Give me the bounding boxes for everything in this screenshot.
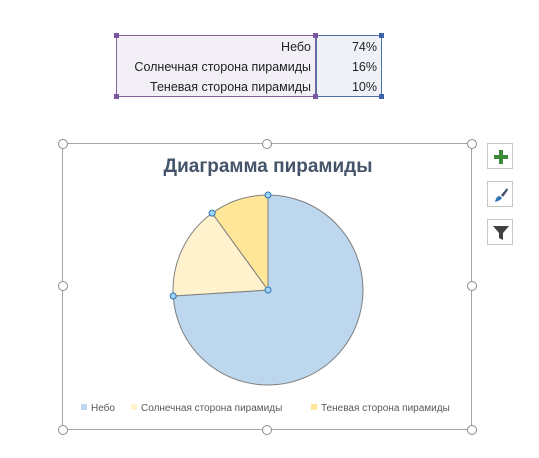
range-handle[interactable] [313, 94, 318, 99]
resize-handle-bottom[interactable] [262, 425, 272, 435]
legend-entry[interactable]: Солнечная сторона пирамиды [131, 403, 282, 414]
legend-label: Небо [91, 403, 115, 414]
legend-label: Теневая сторона пирамиды [321, 403, 450, 414]
range-handle[interactable] [313, 33, 318, 38]
slice-selection-handle[interactable] [169, 292, 177, 300]
resize-handle-top[interactable] [262, 139, 272, 149]
value-cell[interactable]: 74% [351, 40, 377, 54]
resize-handle-right[interactable] [467, 281, 477, 291]
chart-styles-button[interactable] [487, 181, 513, 207]
category-cell[interactable]: Небо [281, 40, 311, 54]
filter-icon [493, 226, 509, 240]
slice-selection-handle[interactable] [208, 209, 216, 217]
category-cell[interactable]: Солнечная сторона пирамиды [134, 60, 311, 74]
chart-elements-button[interactable] [487, 143, 513, 169]
legend-label: Солнечная сторона пирамиды [141, 403, 283, 414]
slice-selection-handle[interactable] [264, 286, 272, 294]
category-cell[interactable]: Теневая сторона пирамиды [150, 80, 311, 94]
legend-swatch [131, 404, 137, 410]
source-data-range[interactable]: Небо Солнечная сторона пирамиды Теневая … [114, 33, 384, 99]
pie-chart[interactable] [63, 144, 473, 431]
slice-selection-handle[interactable] [264, 191, 272, 199]
pie-slice[interactable] [172, 212, 269, 297]
resize-handle-bottom-left[interactable] [58, 425, 68, 435]
chart-legend[interactable]: Небо Солнечная сторона пирамиды Теневая ст… [81, 403, 471, 417]
plus-icon [494, 150, 508, 164]
brush-icon [495, 188, 508, 202]
chart-filters-button[interactable] [487, 219, 513, 245]
resize-handle-top-right[interactable] [467, 139, 477, 149]
chart-area[interactable]: Диаграмма пирамиды Небо Солнечная сторона… [62, 143, 472, 430]
legend-entry[interactable]: Небо [81, 403, 115, 414]
range-handle[interactable] [114, 33, 119, 38]
value-cell[interactable]: 16% [351, 60, 377, 74]
resize-handle-bottom-right[interactable] [467, 425, 477, 435]
legend-swatch [81, 404, 87, 410]
resize-handle-top-left[interactable] [58, 139, 68, 149]
range-handle[interactable] [114, 94, 119, 99]
category-range[interactable]: Небо Солнечная сторона пирамиды Теневая … [116, 35, 316, 97]
chart-title[interactable]: Диаграмма пирамиды [163, 156, 373, 177]
value-range[interactable]: 74% 16% 10% [316, 35, 382, 97]
range-handle[interactable] [379, 94, 384, 99]
range-handle[interactable] [379, 33, 384, 38]
resize-handle-left[interactable] [58, 281, 68, 291]
legend-swatch [311, 404, 317, 410]
legend-entry[interactable]: Теневая сторона пирамиды [311, 403, 450, 414]
value-cell[interactable]: 10% [351, 80, 377, 94]
